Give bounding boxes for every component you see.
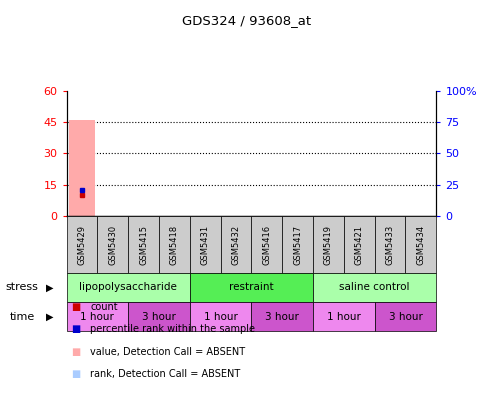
Text: GSM5430: GSM5430 [108,225,117,265]
Text: GSM5417: GSM5417 [293,225,302,265]
Bar [190,273,313,302]
Text: GSM5419: GSM5419 [324,225,333,265]
Bar [159,216,190,273]
Bar [67,302,128,331]
Bar [344,216,375,273]
Bar [251,216,282,273]
Text: value, Detection Call = ABSENT: value, Detection Call = ABSENT [90,346,246,357]
Bar [313,302,375,331]
Bar [375,216,405,273]
Bar [375,302,436,331]
Text: 1 hour: 1 hour [80,312,114,322]
Bar [128,302,190,331]
Text: GSM5418: GSM5418 [170,225,179,265]
Bar [128,216,159,273]
Text: GDS324 / 93608_at: GDS324 / 93608_at [182,14,311,27]
Bar [67,273,190,302]
Text: 3 hour: 3 hour [265,312,299,322]
Text: saline control: saline control [339,282,410,293]
Text: 3 hour: 3 hour [388,312,423,322]
Bar [251,302,313,331]
Text: restraint: restraint [229,282,274,293]
Text: 1 hour: 1 hour [204,312,238,322]
Bar [282,216,313,273]
Bar [67,216,98,273]
Text: ■: ■ [71,369,81,379]
Text: 3 hour: 3 hour [142,312,176,322]
Bar [190,302,251,331]
Text: GSM5432: GSM5432 [232,225,241,265]
Text: lipopolysaccharide: lipopolysaccharide [79,282,177,293]
Text: ■: ■ [71,301,81,312]
Text: ▶: ▶ [45,312,53,322]
Text: ■: ■ [71,346,81,357]
Text: GSM5433: GSM5433 [386,225,394,265]
Text: 1 hour: 1 hour [327,312,361,322]
Text: GSM5429: GSM5429 [77,225,86,265]
Bar [98,216,128,273]
Bar [190,216,221,273]
Bar [221,216,251,273]
Text: GSM5415: GSM5415 [139,225,148,265]
Text: count: count [90,301,118,312]
Text: rank, Detection Call = ABSENT: rank, Detection Call = ABSENT [90,369,241,379]
Text: GSM5434: GSM5434 [417,225,425,265]
Text: stress: stress [6,282,38,293]
Bar [313,273,436,302]
Bar [313,216,344,273]
Text: percentile rank within the sample: percentile rank within the sample [90,324,255,334]
Text: GSM5431: GSM5431 [201,225,210,265]
Text: GSM5421: GSM5421 [355,225,364,265]
Text: ■: ■ [71,324,81,334]
Text: GSM5416: GSM5416 [262,225,271,265]
Bar [69,120,95,216]
Bar [405,216,436,273]
Text: ▶: ▶ [45,282,53,293]
Text: time: time [9,312,35,322]
